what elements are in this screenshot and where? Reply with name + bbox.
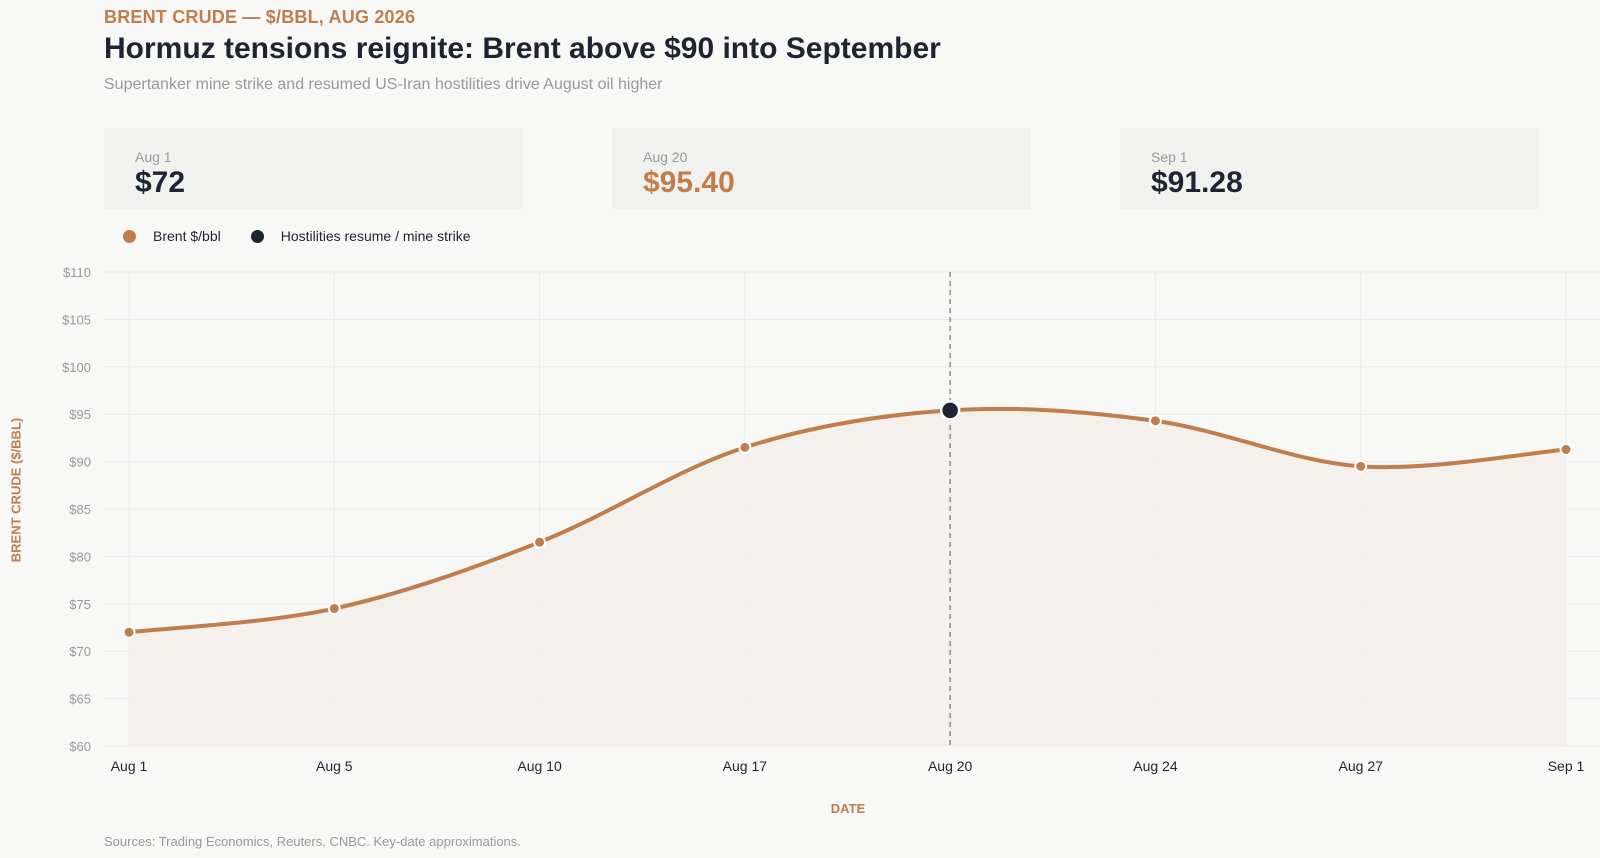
- y-axis-title: BRENT CRUDE ($/BBL): [8, 417, 24, 563]
- x-tick-label: Sep 1: [1548, 758, 1585, 774]
- y-tick-label: $105: [62, 312, 91, 327]
- legend-series-dot-icon: [123, 229, 136, 243]
- event-data-point: [939, 400, 961, 421]
- sources-footnote: Sources: Trading Economics, Reuters, CNB…: [104, 834, 521, 849]
- x-tick-label: Aug 27: [1339, 758, 1384, 774]
- chart-legend: Brent $/bbl Hostilities resume / mine st…: [123, 228, 501, 244]
- x-axis-title: DATE: [830, 801, 866, 816]
- data-point: [738, 440, 752, 454]
- stat-card-end-label: Sep 1: [1151, 149, 1188, 165]
- stat-card-end: Sep 1 $91.28: [1120, 128, 1539, 209]
- x-tick-label: Aug 20: [928, 758, 973, 774]
- data-point: [122, 625, 136, 639]
- legend-item-series: Brent $/bbl: [123, 228, 221, 244]
- legend-item-event: Hostilities resume / mine strike: [250, 228, 471, 244]
- stat-card-start-value: $72: [135, 166, 186, 199]
- stat-card-end-value: $91.28: [1151, 166, 1243, 199]
- data-point: [1559, 442, 1573, 456]
- y-tick-label: $70: [69, 644, 91, 659]
- stat-card-peak-label: Aug 20: [643, 149, 688, 165]
- y-tick-label: $85: [69, 502, 91, 517]
- x-tick-label: Aug 24: [1133, 758, 1178, 774]
- y-tick-label: $60: [69, 739, 91, 754]
- chart-eyebrow: BRENT CRUDE — $/BBL, AUG 2026: [104, 7, 416, 27]
- series-area-fill: [129, 408, 1566, 746]
- legend-event-dot-icon: [250, 229, 264, 243]
- data-point: [327, 602, 341, 616]
- y-tick-label: $75: [69, 597, 91, 612]
- data-point: [1148, 414, 1162, 428]
- x-tick-label: Aug 10: [517, 758, 562, 774]
- series-line-brent: [127, 406, 1568, 635]
- y-tick-label: $80: [69, 549, 91, 564]
- stat-card-peak: Aug 20 $95.40: [612, 128, 1031, 209]
- y-tick-label: $65: [69, 692, 91, 707]
- chart-subtitle: Supertanker mine strike and resumed US-I…: [104, 76, 663, 93]
- legend-series-label: Brent $/bbl: [153, 228, 221, 244]
- legend-event-label: Hostilities resume / mine strike: [280, 228, 471, 244]
- stat-card-peak-value: $95.40: [643, 166, 735, 199]
- x-tick-label: Aug 1: [111, 758, 148, 774]
- data-point: [533, 535, 547, 549]
- chart-title: Hormuz tensions reignite: Brent above $9…: [104, 32, 941, 65]
- x-tick-label: Aug 5: [316, 758, 353, 774]
- stat-card-start-label: Aug 1: [135, 149, 172, 165]
- y-tick-label: $95: [69, 407, 91, 422]
- stat-card-start: Aug 1 $72: [104, 128, 523, 209]
- data-point: [1354, 459, 1368, 473]
- y-tick-label: $110: [63, 265, 91, 280]
- y-tick-label: $100: [62, 360, 91, 375]
- y-axis-title-wrap: BRENT CRUDE ($/BBL): [6, 320, 26, 660]
- x-tick-label: Aug 17: [723, 758, 768, 774]
- y-tick-label: $90: [69, 455, 91, 470]
